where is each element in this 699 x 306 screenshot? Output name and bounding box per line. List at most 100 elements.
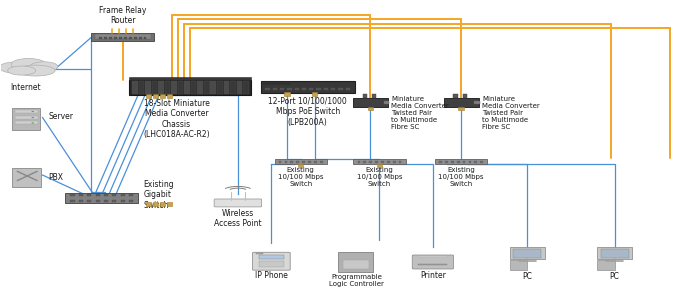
Text: Wireless
Access Point: Wireless Access Point (214, 209, 261, 228)
Ellipse shape (30, 62, 58, 72)
Text: Existing
10/100 Mbps
Switch: Existing 10/100 Mbps Switch (356, 167, 402, 187)
Bar (153, 202, 159, 206)
Bar (129, 193, 134, 196)
Bar (284, 92, 289, 96)
Bar (475, 161, 477, 163)
Bar (92, 33, 154, 41)
Bar (261, 81, 354, 93)
Bar (600, 249, 628, 258)
Bar (294, 88, 298, 90)
Bar (375, 161, 378, 163)
Bar (138, 37, 141, 39)
Bar (129, 200, 134, 202)
Text: 12-Port 10/100/1000
Mbps PoE Switch
(LPB200A): 12-Port 10/100/1000 Mbps PoE Switch (LPB… (268, 97, 347, 127)
Bar (384, 102, 389, 104)
Bar (287, 88, 291, 90)
Bar (153, 94, 159, 98)
Bar (302, 88, 306, 90)
Ellipse shape (16, 65, 55, 76)
Bar (514, 249, 541, 258)
Bar (160, 94, 166, 98)
Bar (146, 94, 152, 98)
Bar (309, 88, 313, 90)
Bar (204, 80, 210, 94)
Bar (343, 260, 369, 269)
Bar (393, 161, 396, 163)
Bar (259, 255, 284, 259)
Bar (259, 261, 284, 267)
Bar (296, 161, 299, 163)
Bar (387, 161, 390, 163)
Bar (104, 200, 108, 202)
Bar (357, 161, 360, 163)
Ellipse shape (8, 66, 36, 75)
Bar (15, 110, 38, 113)
Bar (146, 202, 152, 206)
Bar (160, 202, 166, 206)
FancyBboxPatch shape (214, 199, 261, 207)
Bar (312, 92, 317, 96)
Text: Existing
10/100 Mbps
Switch: Existing 10/100 Mbps Switch (278, 167, 324, 187)
Text: Frame Relay
Router: Frame Relay Router (99, 6, 147, 25)
Bar (87, 193, 92, 196)
Bar (377, 163, 382, 167)
Bar (113, 200, 117, 202)
Bar (331, 88, 336, 90)
Bar (119, 37, 122, 39)
Bar (96, 193, 100, 196)
Bar (99, 37, 102, 39)
Bar (510, 247, 545, 259)
Text: 18-Slot Miniature
Media Converter
Chassis
(LHC018A-AC-R2): 18-Slot Miniature Media Converter Chassi… (143, 99, 210, 139)
Bar (459, 106, 464, 110)
Bar (381, 161, 384, 163)
Bar (353, 98, 388, 107)
Bar (463, 161, 466, 163)
Text: PBX: PBX (48, 173, 63, 182)
Bar (275, 159, 327, 164)
Bar (444, 98, 479, 107)
Text: Existing
10/100 Mbps
Switch: Existing 10/100 Mbps Switch (438, 167, 484, 187)
Circle shape (31, 111, 34, 112)
Text: Miniature
Media Converter
Twisted Pair
to Multimode
Fibre SC: Miniature Media Converter Twisted Pair t… (391, 96, 449, 130)
Bar (104, 193, 108, 196)
Bar (152, 80, 157, 94)
Bar (372, 95, 376, 98)
Bar (79, 200, 83, 202)
Text: Printer: Printer (420, 271, 446, 280)
Bar (510, 260, 527, 270)
Bar (317, 88, 321, 90)
Bar (114, 37, 117, 39)
Bar (185, 80, 190, 94)
Bar (284, 161, 287, 163)
Bar (363, 161, 366, 163)
Text: PC: PC (522, 272, 533, 281)
Bar (15, 116, 38, 119)
Bar (144, 37, 147, 39)
Bar (132, 80, 138, 94)
Bar (263, 82, 291, 85)
FancyBboxPatch shape (252, 252, 290, 270)
Bar (12, 168, 41, 187)
Bar (302, 161, 305, 163)
Bar (87, 200, 92, 202)
Bar (158, 80, 164, 94)
Bar (439, 161, 442, 163)
Circle shape (31, 117, 34, 118)
Bar (79, 193, 83, 196)
Bar (463, 95, 467, 98)
Bar (224, 80, 229, 94)
Bar (338, 252, 373, 272)
Bar (597, 247, 632, 259)
Bar (324, 88, 328, 90)
Bar (445, 161, 448, 163)
Bar (210, 80, 216, 94)
Bar (468, 161, 471, 163)
Bar (167, 202, 173, 206)
Bar (243, 80, 249, 94)
Bar (96, 200, 100, 202)
Bar (236, 80, 242, 94)
Bar (456, 161, 459, 163)
Text: Internet: Internet (10, 83, 41, 92)
Bar (104, 37, 107, 39)
Bar (291, 161, 294, 163)
